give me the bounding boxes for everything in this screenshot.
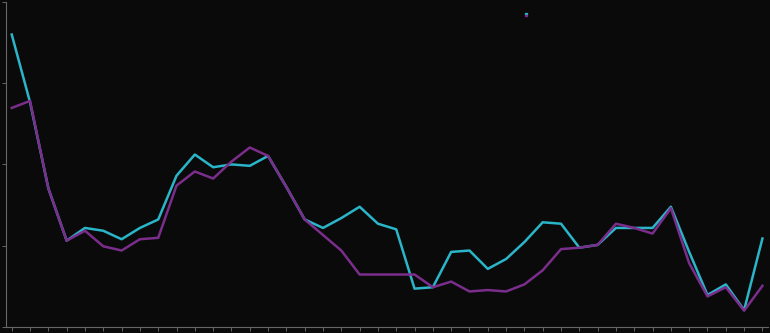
Legend: , : , <box>525 13 527 16</box>
